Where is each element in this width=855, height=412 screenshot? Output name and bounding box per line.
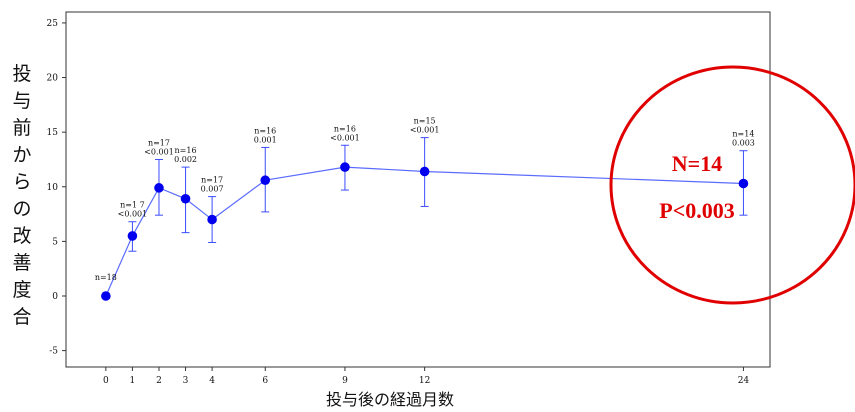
y-axis-label-char: か <box>12 144 31 166</box>
data-point <box>260 175 271 186</box>
data-point <box>738 178 749 189</box>
y-axis-label-char: 前 <box>12 117 31 139</box>
highlight-circle <box>609 65 855 305</box>
x-axis-ticks: 0 1 2 3 4 6 9 12 24 <box>103 367 749 386</box>
n-label: n=14 <box>732 130 754 139</box>
plot-frame <box>65 11 771 368</box>
y-tick-label: 0 <box>52 292 58 302</box>
highlight-p-text: P<0.003 <box>659 198 734 223</box>
x-tick-label: 4 <box>209 376 215 386</box>
y-axis-ticks: -5 0 5 10 15 20 25 <box>47 19 66 357</box>
y-tick-label: 20 <box>47 74 59 84</box>
y-axis-label-char: 改 <box>12 225 31 247</box>
data-point <box>127 231 138 241</box>
y-tick-label: 5 <box>52 237 58 247</box>
p-label: <0.001 <box>118 210 148 219</box>
y-axis-label-char: 投 <box>12 63 31 85</box>
data-point <box>340 162 350 172</box>
data-point <box>154 183 164 193</box>
y-axis-label-char: の <box>12 198 31 220</box>
x-tick-label: 12 <box>419 376 430 386</box>
highlight-n-text: N=14 <box>672 151 722 176</box>
x-tick-label: 1 <box>130 376 136 386</box>
p-label: 0.001 <box>254 135 277 144</box>
n-label: n=16 <box>254 126 276 135</box>
x-tick-label: 9 <box>342 376 348 386</box>
n-label: n=17 <box>201 176 223 185</box>
x-tick-label: 3 <box>183 376 189 386</box>
y-axis-label-char: 与 <box>12 90 31 112</box>
n-label: n=1 7 <box>120 201 145 210</box>
p-label: 0.007 <box>201 185 224 194</box>
data-point <box>101 291 111 301</box>
y-axis-label-char: ら <box>12 171 31 193</box>
error-bars <box>128 137 748 252</box>
y-tick-label: 15 <box>47 128 59 138</box>
x-axis-label: 投与後の経過月数 <box>326 390 454 409</box>
p-label: <0.001 <box>410 126 440 135</box>
y-axis-label-char: 度 <box>12 279 31 301</box>
n-label: n=18 <box>95 273 117 282</box>
x-tick-label: 2 <box>156 376 162 386</box>
data-point <box>207 214 217 225</box>
y-axis-label-char: 善 <box>12 252 31 274</box>
x-tick-label: 0 <box>103 376 109 386</box>
y-tick-label: -5 <box>49 347 58 357</box>
x-tick-label: 24 <box>738 376 750 386</box>
n-label: n=17 <box>148 138 170 147</box>
n-label: n=15 <box>414 117 436 126</box>
p-label: 0.003 <box>732 139 755 148</box>
y-tick-label: 10 <box>47 183 59 193</box>
x-tick-label: 6 <box>262 376 268 386</box>
p-label: <0.001 <box>144 147 174 156</box>
data-point <box>180 193 191 204</box>
p-label: 0.002 <box>174 155 197 164</box>
y-tick-label: 25 <box>47 19 59 29</box>
data-points <box>101 162 749 301</box>
y-axis-label-char: 合 <box>12 306 31 328</box>
n-label: n=16 <box>175 146 197 155</box>
n-label: n=16 <box>334 124 356 133</box>
p-label: <0.001 <box>330 133 360 142</box>
data-point <box>419 166 430 177</box>
